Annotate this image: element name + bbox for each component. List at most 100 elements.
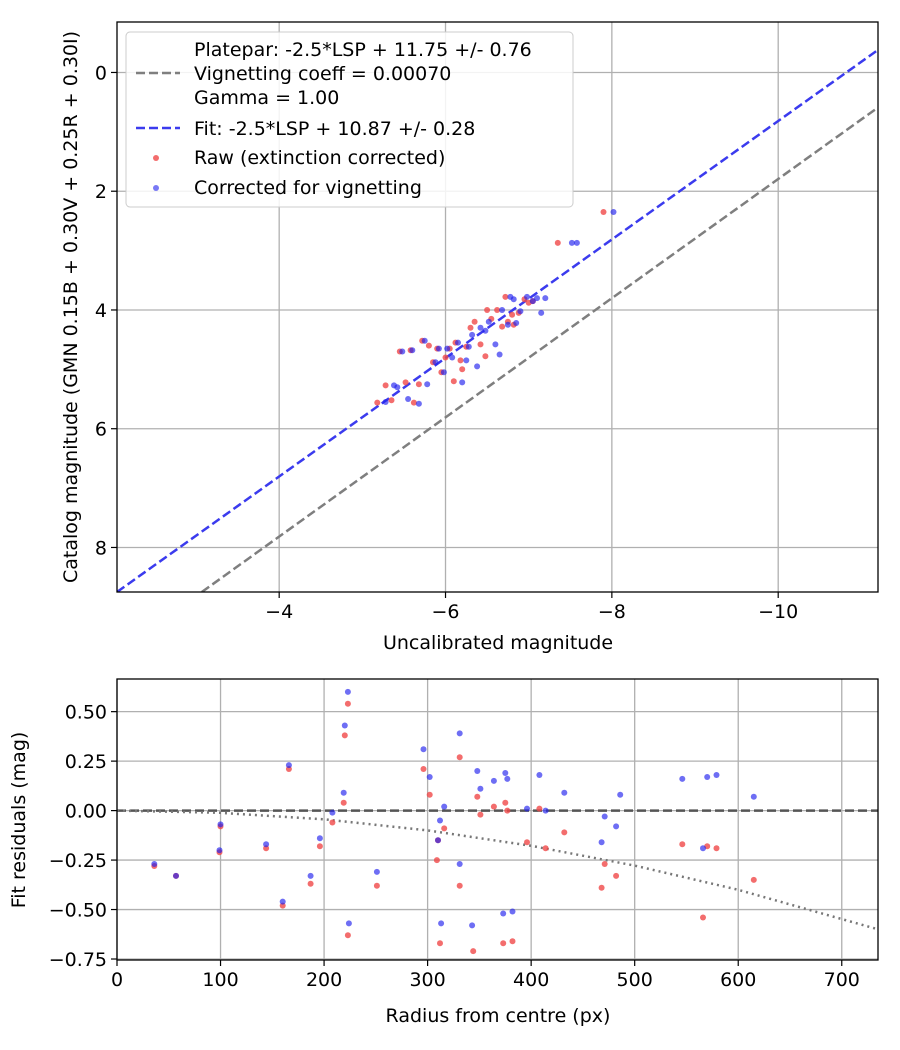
bot-raw-point xyxy=(601,861,608,867)
bot-y-tick-label: −0.75 xyxy=(49,949,107,971)
top-raw-point xyxy=(484,307,491,313)
legend-blue-dot-swatch xyxy=(153,185,159,191)
bottom-axis-ticks: 0 100 200 300 400 500 600 700 0.50 0.25 0.00 −0.25 −… xyxy=(49,702,860,991)
top-raw-point xyxy=(388,397,395,404)
top-raw-point xyxy=(402,379,409,386)
bot-corrected-point xyxy=(598,839,605,846)
top-raw-point xyxy=(410,399,417,406)
bottom-chart: 0 100 200 300 400 500 600 700 0.50 0.25 0.00 −0.25 −… xyxy=(8,678,879,1027)
top-raw-point xyxy=(600,209,607,215)
bottom-scatter-points xyxy=(151,688,757,955)
bot-corrected-point xyxy=(524,805,530,812)
bot-raw-point xyxy=(542,845,549,852)
bot-corrected-point xyxy=(438,920,445,927)
bot-corrected-point xyxy=(420,746,427,753)
top-corrected-point xyxy=(529,298,536,305)
bot-raw-point xyxy=(536,805,543,812)
bot-x-tick-label: 300 xyxy=(409,969,445,991)
bot-corrected-point xyxy=(345,920,352,927)
top-raw-point xyxy=(425,342,432,349)
bot-x-tick-label: 700 xyxy=(824,969,860,991)
top-corrected-point xyxy=(399,348,406,355)
bot-raw-point xyxy=(456,882,463,889)
top-y-tick-label: 4 xyxy=(95,300,107,322)
bot-corrected-point xyxy=(713,772,720,778)
bot-raw-point xyxy=(344,700,351,707)
top-plot-frame xyxy=(116,21,879,593)
bot-corrected-point xyxy=(340,789,347,796)
bot-raw-point xyxy=(420,766,427,772)
bot-corrected-point xyxy=(679,775,686,782)
bot-corrected-point xyxy=(509,908,516,915)
bot-y-tick-label: 0.50 xyxy=(65,702,107,724)
bot-raw-point xyxy=(344,932,351,939)
bot-x-tick-label: 500 xyxy=(617,969,653,991)
top-corrected-point xyxy=(499,307,506,313)
top-chart: −4 −6 −8 −10 0 2 4 6 8 Uncalibrated magnitude Ca… xyxy=(60,21,879,654)
bot-corrected-point xyxy=(373,868,380,875)
top-raw-point xyxy=(499,323,506,330)
bot-corrected-point xyxy=(435,837,441,844)
top-raw-point xyxy=(459,366,466,373)
bot-x-tick-label: 600 xyxy=(720,969,756,991)
legend-entry-corrected: Corrected for vignetting xyxy=(194,177,422,199)
bot-corrected-point xyxy=(151,861,158,867)
top-corrected-point xyxy=(534,295,540,302)
top-x-tick-label: −8 xyxy=(598,601,626,623)
bot-corrected-point xyxy=(500,910,507,917)
bottom-plot-frame xyxy=(116,678,879,961)
bot-raw-point xyxy=(441,825,448,832)
bot-raw-point xyxy=(679,841,686,848)
top-raw-point xyxy=(415,381,422,388)
bot-corrected-point xyxy=(279,898,286,905)
top-corrected-point xyxy=(474,363,481,370)
bot-corrected-point xyxy=(344,688,351,695)
top-raw-point xyxy=(482,353,489,360)
legend-entry-platepar: Platepar: -2.5*LSP + 11.75 +/- 0.76 xyxy=(194,39,532,61)
bot-raw-point xyxy=(524,839,530,846)
legend-entry-raw: Raw (extinction corrected) xyxy=(194,147,445,169)
top-raw-point xyxy=(442,354,449,361)
bot-corrected-point xyxy=(307,872,314,879)
top-corrected-point xyxy=(394,384,401,391)
bot-corrected-point xyxy=(216,847,223,854)
bot-raw-point xyxy=(470,948,477,955)
top-corrected-point xyxy=(573,239,580,246)
top-corrected-point xyxy=(459,379,466,386)
bot-raw-point xyxy=(500,940,507,947)
bot-corrected-point xyxy=(700,845,706,852)
bot-corrected-point xyxy=(504,775,511,782)
top-legend: Platepar: -2.5*LSP + 11.75 +/- 0.76 Vign… xyxy=(125,31,574,208)
bot-corrected-point xyxy=(536,772,543,778)
bot-corrected-point xyxy=(750,793,757,800)
top-corrected-point xyxy=(485,318,492,325)
top-x-axis-label: Uncalibrated magnitude xyxy=(383,632,613,654)
bot-x-tick-label: 100 xyxy=(202,969,238,991)
bot-y-tick-label: −0.50 xyxy=(49,900,107,922)
bottom-reference-lines xyxy=(117,809,878,931)
top-x-tick-label: −10 xyxy=(758,601,798,623)
bot-raw-point xyxy=(426,791,433,798)
top-y-tick-label: 2 xyxy=(95,181,107,203)
legend-entry-fit: Fit: -2.5*LSP + 10.87 +/- 0.28 xyxy=(194,118,475,140)
bot-corrected-point xyxy=(437,817,443,824)
top-raw-point xyxy=(554,239,561,246)
top-corrected-point xyxy=(538,309,545,316)
bot-raw-point xyxy=(561,829,568,836)
top-raw-point xyxy=(494,307,501,313)
bot-raw-point xyxy=(502,799,509,806)
top-corrected-point xyxy=(424,381,431,388)
bot-corrected-point xyxy=(477,785,484,792)
top-corrected-point xyxy=(477,324,484,331)
top-axis-ticks: −4 −6 −8 −10 0 2 4 6 8 xyxy=(95,62,798,623)
bot-corrected-point xyxy=(469,922,476,929)
bot-raw-point xyxy=(613,872,620,879)
bot-x-tick-label: 0 xyxy=(111,969,123,991)
bottom-plot-area xyxy=(117,679,878,960)
bot-raw-point xyxy=(477,811,484,818)
top-corrected-point xyxy=(382,399,389,405)
top-y-tick-label: 6 xyxy=(95,419,107,441)
top-corrected-point xyxy=(482,327,489,334)
top-corrected-point xyxy=(510,296,517,303)
